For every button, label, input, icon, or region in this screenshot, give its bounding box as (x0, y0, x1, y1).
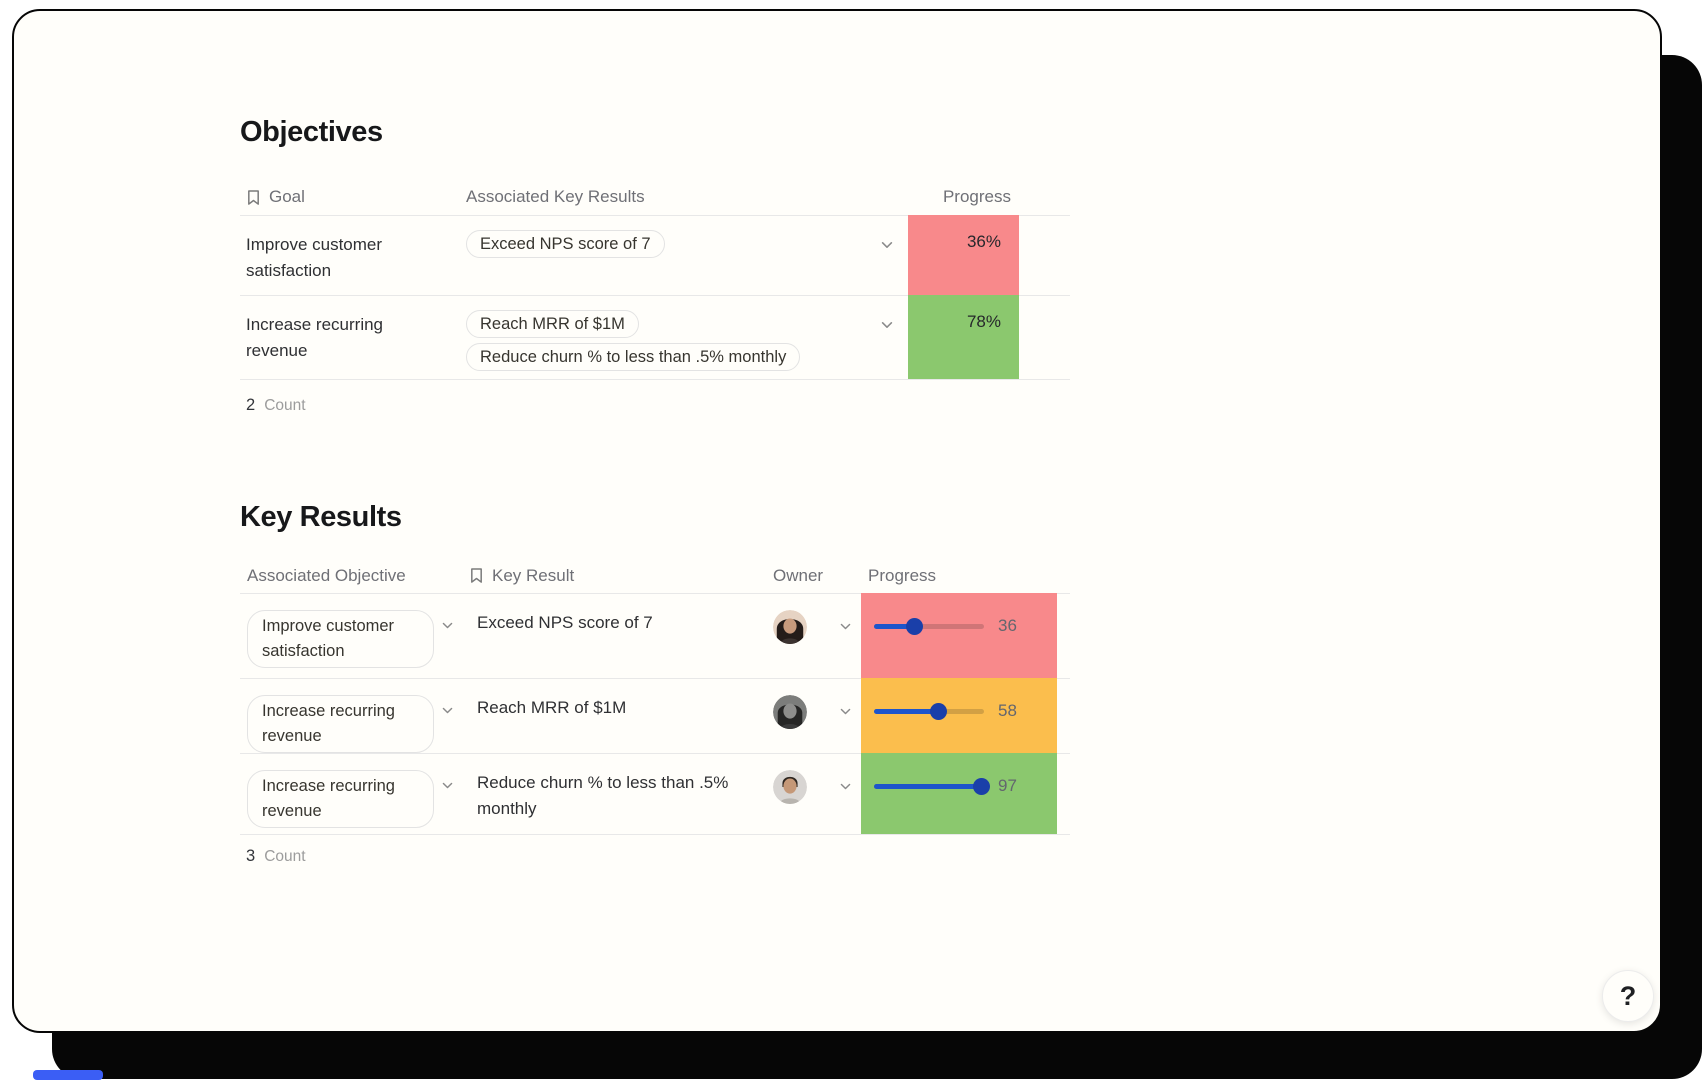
slider-knob[interactable] (973, 778, 990, 795)
progress-slider-cell[interactable]: 58 (861, 678, 1057, 753)
count-value: 2 (246, 396, 256, 414)
count-label: Count (264, 397, 306, 414)
objective-pill[interactable]: Increase recurring revenue (247, 770, 434, 828)
column-header-goal[interactable]: Goal (240, 187, 466, 207)
key-result-pill[interactable]: Reach MRR of $1M (466, 310, 639, 338)
count-value: 3 (246, 847, 256, 865)
chevron-down-icon[interactable] (441, 704, 454, 717)
objective-row: Increase recurring revenue Reach MRR of … (240, 295, 1070, 379)
key-result-row: Improve customer satisfaction Exceed NPS… (240, 593, 1070, 678)
help-button[interactable]: ? (1602, 970, 1654, 1022)
column-header-owner[interactable]: Owner (773, 565, 824, 585)
slider-fill (874, 709, 938, 714)
goal-cell[interactable]: Increase recurring revenue (246, 315, 384, 360)
objectives-header-row: Goal Associated Key Results Progress (240, 179, 1070, 215)
slider-track[interactable] (874, 624, 984, 629)
owner-avatar[interactable] (773, 610, 807, 644)
owner-cell[interactable] (773, 754, 861, 834)
bookmark-icon (469, 567, 484, 584)
key-results-header-row: Associated Objective Key Result Owner Pr… (240, 558, 1070, 593)
slider-knob[interactable] (930, 703, 947, 720)
key-results-table: Associated Objective Key Result Owner Pr… (240, 558, 1070, 835)
chevron-down-icon[interactable] (441, 619, 454, 632)
slider-fill (874, 784, 981, 789)
key-result-cell[interactable]: Reach MRR of $1M (477, 698, 627, 717)
count-label: Count (264, 848, 306, 865)
key-result-pill[interactable]: Reduce churn % to less than .5% monthly (466, 343, 801, 371)
associated-objective-cell[interactable]: Increase recurring revenue (240, 679, 469, 753)
help-button-label: ? (1619, 980, 1637, 1011)
associated-objective-cell[interactable]: Increase recurring revenue (240, 754, 469, 834)
objective-row: Improve customer satisfaction Exceed NPS… (240, 215, 1070, 295)
owner-cell[interactable] (773, 594, 861, 678)
associated-key-results-cell[interactable]: Reach MRR of $1M Reduce churn % to less … (466, 296, 908, 379)
objective-pill[interactable]: Increase recurring revenue (247, 695, 434, 753)
progress-value: 97 (998, 776, 1017, 795)
bottom-accent-bar (33, 1070, 103, 1080)
progress-slider-cell[interactable]: 97 (861, 753, 1057, 834)
progress-value: 58 (998, 701, 1017, 720)
key-result-row: Increase recurring revenue Reach MRR of … (240, 678, 1070, 753)
chevron-down-icon[interactable] (839, 620, 852, 633)
column-header-progress[interactable]: Progress (868, 565, 937, 585)
key-result-cell[interactable]: Exceed NPS score of 7 (477, 613, 653, 632)
objectives-count[interactable]: 2 Count (240, 396, 1070, 422)
chevron-down-icon[interactable] (839, 780, 852, 793)
associated-key-results-cell[interactable]: Exceed NPS score of 7 (466, 216, 908, 295)
key-result-cell[interactable]: Reduce churn % to less than .5% monthly (477, 773, 729, 818)
key-result-row: Increase recurring revenue Reduce churn … (240, 753, 1070, 834)
progress-slider[interactable] (874, 609, 984, 643)
column-header-key-result[interactable]: Key Result (469, 566, 773, 586)
progress-slider[interactable] (874, 769, 990, 803)
okr-card: Objectives Goal Associated Key Results P… (12, 9, 1662, 1033)
column-header-associated-objective[interactable]: Associated Objective (247, 565, 406, 585)
key-result-pill[interactable]: Exceed NPS score of 7 (466, 230, 665, 258)
key-results-title: Key Results (240, 501, 402, 533)
bookmark-icon (246, 189, 261, 206)
column-header-associated-key-results[interactable]: Associated Key Results (466, 187, 645, 206)
owner-avatar[interactable] (773, 695, 807, 729)
goal-cell[interactable]: Improve customer satisfaction (246, 235, 383, 280)
key-results-count[interactable]: 3 Count (240, 847, 1070, 873)
owner-cell[interactable] (773, 679, 861, 753)
chevron-down-icon[interactable] (441, 779, 454, 792)
chevron-down-icon[interactable] (880, 238, 894, 252)
progress-slider-cell[interactable]: 36 (861, 593, 1057, 678)
associated-objective-cell[interactable]: Improve customer satisfaction (240, 594, 469, 678)
objective-pill[interactable]: Improve customer satisfaction (247, 610, 434, 668)
slider-fill (874, 624, 914, 629)
chevron-down-icon[interactable] (880, 318, 894, 332)
progress-slider[interactable] (874, 694, 984, 728)
objectives-table: Goal Associated Key Results Progress Imp… (240, 179, 1070, 380)
column-header-progress[interactable]: Progress (942, 187, 1011, 206)
chevron-down-icon[interactable] (839, 705, 852, 718)
slider-knob[interactable] (906, 618, 923, 635)
progress-cell[interactable]: 78% (908, 295, 1019, 379)
progress-value: 36 (998, 616, 1017, 635)
owner-avatar[interactable] (773, 770, 807, 804)
progress-cell[interactable]: 36% (908, 215, 1019, 295)
objectives-title: Objectives (240, 116, 383, 148)
